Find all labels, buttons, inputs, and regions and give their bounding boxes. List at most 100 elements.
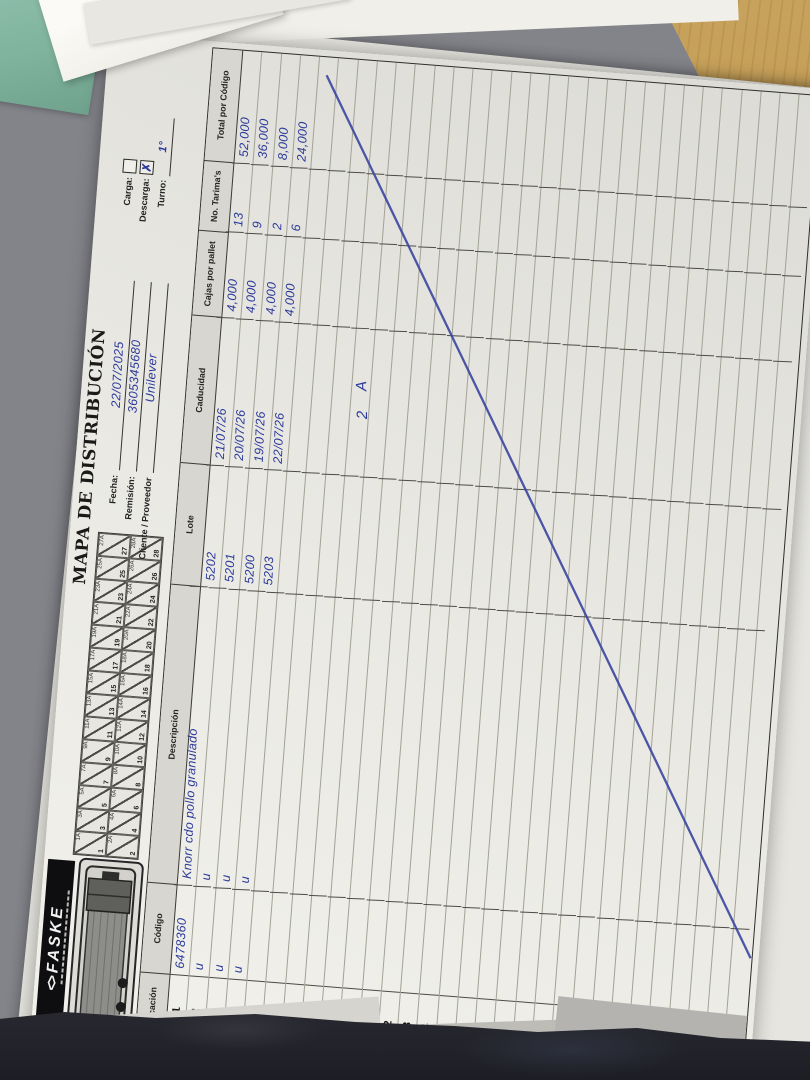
cell-codigo [516, 911, 538, 1003]
pallet-cell: 15 15A [86, 670, 121, 696]
cell-cajas [721, 271, 743, 358]
cell-codigo [343, 898, 366, 989]
cell-total [714, 89, 737, 201]
cell-tarimas [420, 177, 442, 248]
cell-cajas: 4,000 [241, 233, 264, 320]
cell-tarimas [382, 174, 404, 245]
cell-codigo [535, 913, 558, 1004]
cell-cajas [644, 265, 667, 352]
cell-codigo [496, 910, 519, 1001]
cell-tarimas [324, 169, 346, 241]
cell-codigo [285, 893, 308, 985]
cell-total [637, 82, 660, 194]
cell-codigo: u [208, 887, 231, 979]
cell-tarimas [363, 172, 385, 244]
distribution-table: Ubicación Código Descripción Lote Caducidad C… [134, 47, 810, 1080]
cell-tarimas [651, 195, 673, 267]
cell-codigo [592, 917, 615, 1009]
cell-codigo [573, 916, 596, 1007]
turno-label: Turno: [155, 179, 168, 208]
cell-total: 36,000 [255, 118, 272, 159]
truck-diagram [65, 857, 145, 1042]
cell-cajas [740, 272, 763, 360]
cell-tarimas [727, 201, 750, 273]
dock-annotation: 2 A [352, 372, 372, 420]
cell-total [561, 76, 584, 188]
descarga-label: Descarga: [137, 178, 151, 223]
cell-cajas [490, 253, 513, 340]
cell-cajas [586, 260, 609, 348]
cell-cajas: 4,000 [260, 234, 283, 322]
cell-tarimas: 13 [229, 162, 251, 233]
cliente-value: Unilever [143, 352, 160, 403]
cell-codigo [420, 904, 442, 995]
pallet-cell: 8 8A [111, 764, 145, 791]
cell-tarimas [516, 184, 538, 256]
cell-tarimas [670, 197, 692, 268]
logo-chevron-icon: <> [42, 976, 61, 992]
pallet-cell: 9 9A [80, 739, 115, 765]
pallet-cell: 7 7A [79, 762, 113, 788]
cell-lote [757, 508, 782, 631]
cell-codigo [650, 922, 673, 1013]
column-header: No. Tarima's [199, 159, 234, 232]
cell-codigo [304, 895, 327, 986]
cell-caducidad [767, 361, 793, 510]
cell-tarimas [574, 189, 596, 261]
pallet-cell: 4 4A [107, 810, 142, 836]
cell-codigo [439, 905, 462, 997]
truck-rear-icon [73, 865, 137, 1034]
cell-total [484, 70, 507, 182]
descarga-checkbox: ✗ [138, 159, 154, 175]
cell-cajas [452, 250, 475, 337]
cell-cajas [663, 266, 686, 354]
cell-cajas [356, 242, 379, 329]
cell-codigo [381, 901, 404, 992]
cell-cajas [567, 259, 590, 346]
cell-cajas: 4,000 [279, 236, 302, 323]
pallet-cell: 20 20A [121, 627, 156, 653]
cell-cajas [375, 244, 398, 331]
pallet-cell: 21 21A [91, 601, 126, 628]
cell-tarimas [305, 168, 327, 239]
cell-codigo [611, 919, 634, 1010]
cell-cajas [471, 251, 494, 339]
pallet-cell: 18 18A [120, 650, 154, 676]
carga-descarga-block: Carga: Descarga: ✗ Turno: 1° [116, 49, 181, 232]
pallet-cell: 17 17A [88, 647, 122, 673]
cell-tarimas [497, 183, 519, 255]
cell-tarimas [612, 192, 634, 264]
cell-cajas: 4,000 [222, 231, 244, 319]
cell-cajas [625, 263, 647, 351]
cell-tarimas [536, 186, 558, 258]
cell-tarimas: 9 [248, 163, 270, 235]
table-body: 16478360Knorr cdo pollo granulado520221/… [165, 50, 810, 1080]
pallet-cell: 12 12A [114, 718, 149, 745]
pallet-cell: 22 22A [123, 604, 158, 630]
cell-total [407, 64, 430, 176]
cell-cajas [606, 262, 628, 349]
cell-tarimas [555, 187, 577, 259]
cell-tarimas [785, 206, 808, 277]
pallet-cell: 6 6A [109, 787, 143, 814]
cell-cajas [778, 275, 802, 363]
cell-codigo [727, 928, 750, 1019]
pallet-cell: 13 13A [84, 693, 119, 719]
cell-total [791, 95, 810, 207]
cell-codigo [669, 923, 692, 1015]
carga-checkbox [121, 158, 137, 174]
pallet-cell: 11 11A [82, 716, 117, 742]
cell-cajas [318, 239, 340, 326]
cell-tarimas [478, 181, 500, 253]
cell-cajas [394, 245, 417, 333]
pallet-cell: 10 10A [112, 741, 147, 768]
pallet-cell: 16 16A [118, 672, 152, 699]
cell-codigo [458, 907, 481, 998]
pallet-cell: 2 2A [105, 833, 140, 859]
pallet-cell: 19 19A [89, 624, 124, 651]
cell-tarimas [766, 204, 788, 276]
cell-tarimas [708, 200, 730, 271]
cell-cajas [337, 240, 360, 328]
distribution-form: <> FASKE 1 1A 2 2A 3 3A 4 4A 5 5A 6 6A 7 7A 8 8A 9 9A 10 10… [30, 33, 810, 1080]
cell-tarimas [401, 175, 423, 247]
